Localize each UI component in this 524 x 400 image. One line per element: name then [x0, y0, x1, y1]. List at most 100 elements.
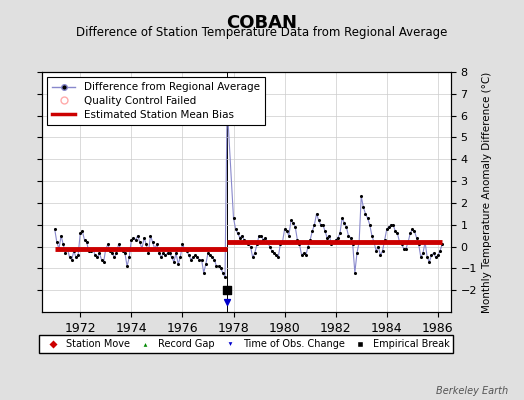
Point [212, 263, 221, 269]
Point [417, 254, 425, 261]
Point [327, 241, 335, 248]
Point [182, 248, 191, 254]
Point [214, 263, 223, 269]
Point [121, 250, 129, 256]
Point [410, 228, 419, 234]
Point [82, 239, 91, 245]
Point [264, 239, 272, 245]
Point [180, 246, 189, 252]
Point [161, 252, 170, 258]
Point [423, 254, 431, 261]
Point [332, 237, 340, 243]
Point [91, 252, 100, 258]
Point [210, 256, 219, 263]
Point [168, 254, 176, 261]
Point [385, 224, 393, 230]
Point [198, 256, 206, 263]
Point [74, 252, 82, 258]
Point [302, 252, 310, 258]
Point [374, 243, 383, 250]
Point [80, 237, 89, 243]
Point [255, 232, 263, 239]
Point [57, 232, 66, 239]
Point [434, 252, 442, 258]
Point [230, 215, 238, 221]
Point [132, 237, 140, 243]
Point [97, 256, 106, 263]
Point [323, 235, 331, 241]
Point [148, 239, 157, 245]
Point [293, 237, 302, 243]
Point [296, 241, 304, 248]
Point [291, 224, 299, 230]
Point [146, 232, 155, 239]
Point [50, 226, 59, 232]
Point [259, 237, 268, 243]
Point [289, 219, 297, 226]
Point [134, 232, 142, 239]
Point [257, 232, 265, 239]
Point [393, 230, 401, 237]
Point [172, 250, 180, 256]
Point [193, 254, 202, 261]
Point [208, 254, 216, 261]
Point [150, 246, 159, 252]
Point [351, 270, 359, 276]
Point [304, 243, 312, 250]
Point [359, 204, 367, 210]
Point [238, 232, 246, 239]
Point [116, 246, 125, 252]
Point [408, 226, 417, 232]
Point [114, 241, 123, 248]
Point [163, 250, 172, 256]
Point [287, 217, 295, 224]
Point [406, 230, 414, 237]
Point [127, 237, 136, 243]
Point [357, 193, 365, 200]
Point [152, 241, 161, 248]
Point [204, 250, 212, 256]
Point [432, 254, 440, 261]
Point [270, 250, 278, 256]
Point [389, 222, 397, 228]
Point [348, 241, 357, 248]
Point [52, 239, 61, 245]
Point [223, 299, 231, 305]
Point [202, 261, 210, 267]
Point [89, 246, 97, 252]
Point [340, 219, 348, 226]
Point [342, 224, 351, 230]
Point [276, 241, 285, 248]
Point [166, 250, 174, 256]
Text: COBAN: COBAN [226, 14, 298, 32]
Point [250, 250, 259, 256]
Point [242, 239, 250, 245]
Point [136, 239, 144, 245]
Y-axis label: Monthly Temperature Anomaly Difference (°C): Monthly Temperature Anomaly Difference (… [483, 71, 493, 313]
Text: Difference of Station Temperature Data from Regional Average: Difference of Station Temperature Data f… [77, 26, 447, 39]
Point [76, 230, 84, 237]
Point [78, 228, 86, 234]
Point [55, 246, 63, 252]
Point [353, 250, 361, 256]
Point [268, 248, 276, 254]
Point [370, 239, 378, 245]
Point [61, 250, 70, 256]
Point [223, 102, 231, 108]
Point [206, 252, 214, 258]
Point [248, 254, 257, 261]
Point [366, 222, 374, 228]
Point [106, 248, 114, 254]
Point [104, 241, 112, 248]
Point [72, 254, 80, 261]
Point [425, 259, 433, 265]
Point [266, 243, 274, 250]
Point [70, 248, 78, 254]
Point [319, 222, 327, 228]
Point [346, 235, 355, 241]
Point [232, 226, 240, 232]
Point [378, 248, 387, 254]
Point [112, 250, 121, 256]
Point [102, 246, 110, 252]
Point [376, 252, 385, 258]
